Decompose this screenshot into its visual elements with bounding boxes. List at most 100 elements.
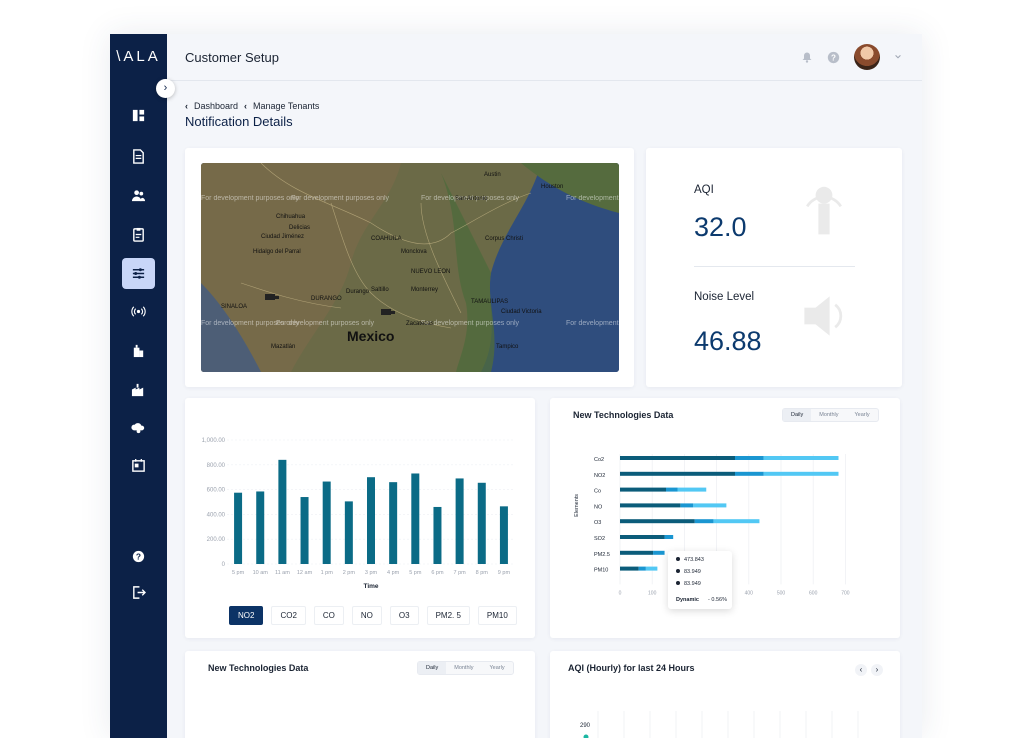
pollutant-bar-chart: 1,000.00 800.00 600.00 400.00 200.00 0 5 pm 10 …: [202, 438, 515, 590]
new-tech-data-card-2: New Technologies Data Daily Monthly Year…: [185, 651, 535, 738]
chip-pm25[interactable]: PM2. 5: [426, 606, 470, 625]
camera-marker-icon[interactable]: [381, 309, 395, 315]
map-watermark: For development purposes only: [276, 320, 375, 327]
map-watermark: For development purposes only: [291, 195, 390, 202]
map-country-label: Mexico: [347, 328, 394, 344]
tooltip-value: 83.949: [684, 581, 701, 587]
sidebar-item-dashboard[interactable]: [122, 100, 155, 131]
chip-o3[interactable]: O3: [389, 606, 419, 625]
sliders-icon: [132, 268, 145, 279]
svg-text:?: ?: [136, 551, 141, 561]
broadcast-icon: [131, 306, 146, 317]
bar-segment: [620, 535, 665, 539]
camera-marker-icon[interactable]: [265, 294, 279, 300]
bar: [367, 477, 375, 564]
chevron-down-icon[interactable]: [894, 53, 902, 61]
period-monthly[interactable]: Monthly: [819, 412, 839, 418]
sidebar-item-logout[interactable]: [122, 577, 155, 608]
sidebar-item-users[interactable]: [122, 180, 155, 211]
bar-segment: [735, 471, 764, 476]
map-place-label: Tampico: [496, 344, 519, 350]
map-card: For development purposes only For develo…: [185, 148, 634, 387]
sidebar-toggle-button[interactable]: ›: [156, 79, 175, 98]
cloud-user-icon: [131, 423, 145, 434]
avatar[interactable]: [854, 44, 880, 70]
sidebar-item-reports[interactable]: [122, 219, 155, 250]
sidebar-item-calendar[interactable]: [122, 450, 155, 481]
next-button[interactable]: ›: [871, 664, 883, 676]
logout-icon: [133, 586, 146, 599]
breadcrumb-dashboard[interactable]: Dashboard: [194, 101, 239, 111]
chevron-right-icon: ›: [163, 82, 168, 94]
period-toggle: Daily Monthly Yearly: [782, 408, 879, 422]
help-circle-icon[interactable]: ?: [827, 51, 840, 64]
chip-co2[interactable]: CO2: [271, 606, 306, 625]
aqi-label: AQI: [694, 184, 714, 196]
dot-icon: [676, 557, 680, 561]
air-quality-icon: [806, 186, 842, 235]
sidebar-item-buildings[interactable]: [122, 335, 155, 366]
sidebar-item-facilities[interactable]: [122, 374, 155, 405]
previous-button[interactable]: ‹: [855, 664, 867, 676]
sidebar-item-documents[interactable]: [122, 141, 155, 172]
map-place-label: Chihuahua: [276, 214, 306, 220]
pollutant-bar-chart-card: 1,000.00 800.00 600.00 400.00 200.00 0 5 pm 10 …: [185, 398, 535, 638]
bar-segment: [763, 456, 839, 460]
aqi-hourly-card: AQI (Hourly) for last 24 Hours ‹ › 290: [550, 651, 900, 738]
metrics-divider: [694, 266, 855, 267]
map-place-label: SINALOA: [221, 304, 247, 310]
sidebar-item-sensors[interactable]: [122, 296, 155, 327]
topbar-actions: ?: [801, 44, 902, 70]
bar: [411, 473, 420, 564]
map-place-label: Delicias: [289, 225, 310, 231]
bell-icon[interactable]: [801, 51, 813, 63]
aqi-pager: ‹ ›: [855, 664, 883, 676]
bar-segment: [620, 566, 639, 571]
tooltip-row: 83.949: [676, 581, 701, 587]
map-place-label: COAHUILA: [371, 236, 402, 242]
calendar-icon: [132, 458, 145, 472]
bar: [278, 459, 287, 564]
chip-pm10[interactable]: PM10: [477, 606, 517, 625]
sidebar-item-help[interactable]: ?: [122, 541, 155, 572]
bar-segment: [713, 519, 760, 524]
sidebar-item-settings[interactable]: [122, 258, 155, 289]
dot-icon: [676, 569, 680, 573]
chip-co[interactable]: CO: [313, 606, 344, 625]
bar: [322, 481, 331, 564]
sidebar-item-cloud[interactable]: [122, 412, 155, 443]
factory-icon: [131, 383, 144, 397]
map-watermark: For development purposes only: [566, 195, 619, 202]
breadcrumb-manage-tenants[interactable]: Manage Tenants: [253, 101, 320, 111]
metrics-card: AQI 32.0 Noise Level 46.88: [646, 148, 902, 387]
map-place-label: Hidalgo del Parral: [253, 249, 301, 255]
period-monthly[interactable]: Monthly: [454, 665, 474, 671]
x-tick-label: 9 pm: [498, 570, 511, 576]
x-tick-label: 5 pm: [232, 570, 245, 576]
x-tick-label: 7 pm: [453, 570, 466, 576]
x-tick-label: 11 am: [275, 570, 290, 576]
map-view[interactable]: For development purposes only For develo…: [201, 163, 619, 372]
bar: [433, 506, 442, 564]
chip-no[interactable]: NO: [351, 606, 382, 625]
chip-no2[interactable]: NO2: [229, 606, 264, 625]
period-yearly[interactable]: Yearly: [854, 412, 870, 418]
bar-segment: [620, 487, 666, 492]
bar-segment: [645, 566, 658, 571]
noise-level-value: 46.88: [694, 326, 762, 356]
period-daily[interactable]: Daily: [418, 662, 447, 674]
map-place-label: NUEVO LEON: [411, 269, 450, 275]
period-yearly[interactable]: Yearly: [489, 665, 505, 671]
topbar: Customer Setup ?: [167, 34, 922, 81]
x-tick-label: 700: [841, 590, 850, 596]
tooltip-footer-label: Dynamic: [676, 597, 699, 603]
svg-text:?: ?: [831, 53, 836, 62]
bar-segment: [620, 456, 735, 460]
bar-segment: [694, 519, 714, 524]
tooltip-footer-value: - 0.56%: [708, 597, 727, 603]
map-place-label: Monterrey: [411, 287, 438, 293]
period-daily[interactable]: Daily: [783, 409, 812, 421]
bar-segment: [620, 471, 735, 476]
map-canvas[interactable]: For development purposes only For develo…: [201, 163, 619, 372]
